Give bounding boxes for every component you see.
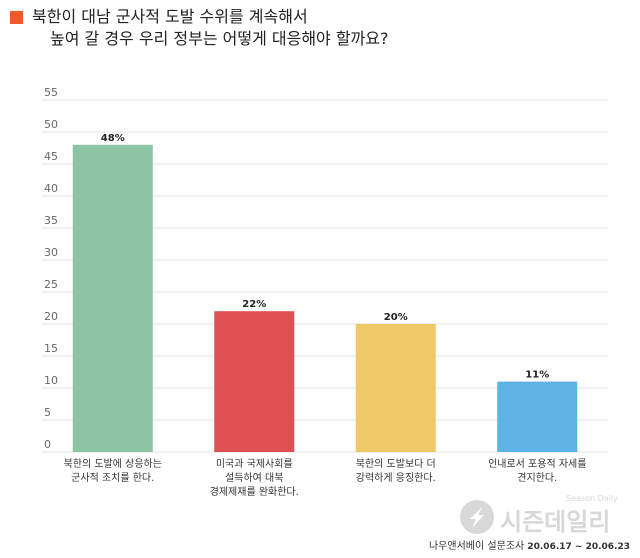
y-tick-label-10: 10 bbox=[44, 374, 58, 387]
y-tick-label-25: 25 bbox=[44, 278, 58, 291]
chart-title-line-2: 높여 갈 경우 우리 정부는 어떻게 대응해야 할까요? bbox=[50, 29, 389, 48]
bar-3 bbox=[355, 324, 436, 452]
y-tick-label-20: 20 bbox=[44, 310, 58, 323]
bar-4 bbox=[497, 381, 578, 452]
source-text: 나우앤서베이 설문조사 bbox=[428, 541, 525, 552]
x-category-label-2-line-2: 설득하여 대북 bbox=[225, 471, 283, 484]
y-tick-label-55: 55 bbox=[44, 86, 58, 99]
y-tick-label-35: 35 bbox=[44, 214, 58, 227]
season-daily-logo-icon bbox=[460, 500, 494, 534]
data-label-4: 11% bbox=[525, 370, 549, 381]
x-category-label-1-line-1: 북한의 도발에 상응하는 bbox=[64, 457, 162, 470]
title-marker-square bbox=[10, 11, 23, 24]
y-tick-label-0: 0 bbox=[44, 438, 51, 451]
data-label-1: 48% bbox=[101, 133, 125, 144]
watermark-name-en: Season Daily bbox=[566, 494, 618, 503]
x-category-label-2-line-3: 경제제재를 완화한다. bbox=[210, 485, 299, 498]
y-tick-label-15: 15 bbox=[44, 342, 58, 355]
watermark: Season Daily 시즌데일리 bbox=[458, 494, 628, 540]
bar-1 bbox=[72, 144, 153, 453]
y-tick-label-40: 40 bbox=[44, 182, 58, 195]
y-tick-label-50: 50 bbox=[44, 118, 58, 131]
data-label-3: 20% bbox=[384, 312, 408, 323]
watermark-name: 시즌데일리 bbox=[500, 508, 611, 536]
x-category-label-2-line-1: 미국과 국제사회를 bbox=[216, 458, 293, 470]
chart-title-line-1: 북한이 대남 군사적 도발 수위를 계속해서 bbox=[32, 7, 308, 26]
y-tick-label-5: 5 bbox=[44, 406, 51, 419]
source-dates: 20.06.17 ~ 20.06.23 bbox=[527, 542, 630, 552]
x-category-label-4-line-2: 견지한다. bbox=[517, 472, 557, 484]
x-category-label-4-line-1: 인내로서 포용적 자세를 bbox=[488, 458, 586, 470]
y-tick-label-45: 45 bbox=[44, 150, 58, 163]
bar-2 bbox=[214, 311, 295, 452]
x-category-label-3-line-2: 강력하게 응징한다. bbox=[356, 471, 436, 484]
y-tick-label-30: 30 bbox=[44, 246, 58, 259]
x-category-label-3-line-1: 북한의 도발보다 더 bbox=[356, 458, 436, 470]
x-category-label-1-line-2: 군사적 조치를 한다. bbox=[71, 472, 154, 484]
source-note: 나우앤서베이 설문조사 20.06.17 ~ 20.06.23 bbox=[429, 537, 630, 552]
data-label-2: 22% bbox=[242, 299, 266, 310]
